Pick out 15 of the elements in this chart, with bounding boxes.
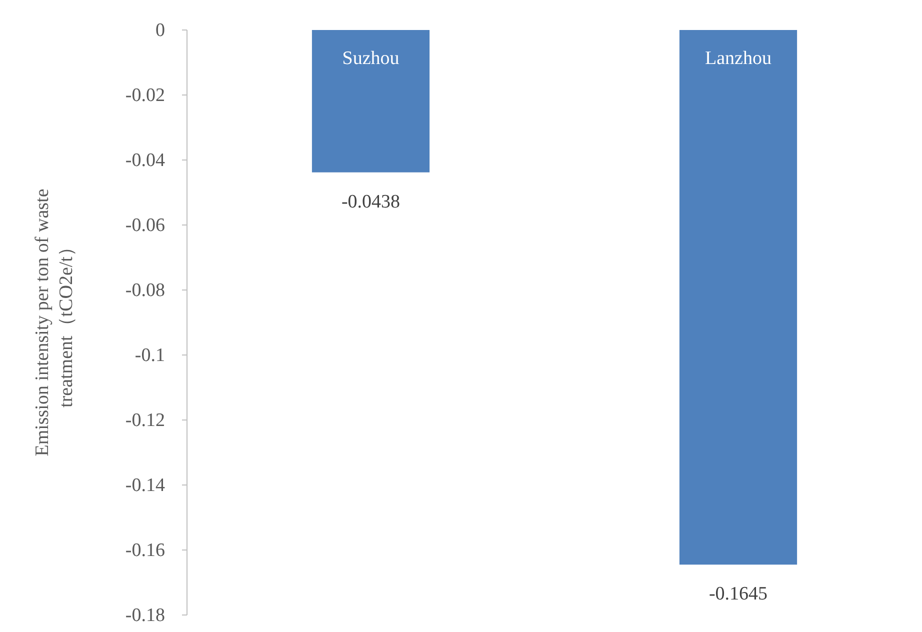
x-tick-label: Suzhou	[342, 48, 400, 69]
y-tick-label: -0.14	[125, 475, 166, 496]
data-label: -0.0438	[341, 191, 400, 212]
y-tick-label: -0.06	[125, 215, 165, 236]
y-tick-label: -0.16	[125, 540, 165, 561]
y-tick-label: -0.1	[134, 345, 165, 366]
y-tick-label: -0.04	[125, 150, 166, 171]
y-axis-title: Emission intensity per ton of waste treatment（tCO2e/t）	[32, 188, 77, 456]
y-tick-label: -0.08	[125, 280, 165, 301]
data-label: -0.1645	[708, 584, 768, 605]
y-tick-label: -0.02	[125, 85, 165, 106]
y-tick-label: 0	[156, 20, 165, 41]
y-tick-label: -0.18	[125, 605, 165, 626]
y-tick-label: -0.12	[125, 410, 165, 431]
x-tick-label: Lanzhou	[705, 48, 772, 69]
